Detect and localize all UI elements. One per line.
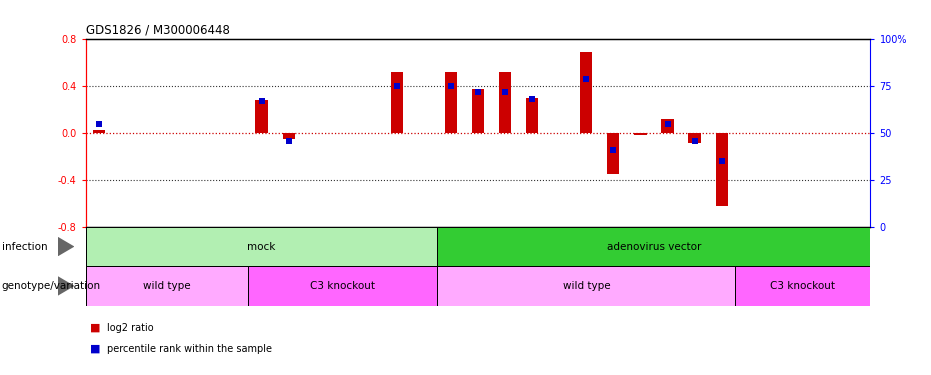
Text: wild type: wild type [143,281,191,291]
Bar [445,72,457,133]
Bar [689,133,701,142]
Text: GDS1826 / M300006448: GDS1826 / M300006448 [86,24,230,37]
Bar [93,130,105,133]
Bar [472,88,484,133]
Point [498,89,513,95]
Point [714,158,729,164]
Text: log2 ratio: log2 ratio [107,323,154,333]
Bar [661,119,674,133]
Text: ■: ■ [90,323,101,333]
Text: genotype/variation: genotype/variation [2,281,101,291]
Bar [634,133,646,135]
Point [687,138,702,144]
Text: percentile rank within the sample: percentile rank within the sample [107,344,272,354]
Polygon shape [58,276,74,296]
Bar [391,72,403,133]
Point [281,138,296,144]
Bar [526,98,538,133]
Point [254,98,269,104]
Bar [735,266,870,306]
Point [660,121,675,127]
Bar [438,266,735,306]
Bar [86,227,438,266]
Point [443,83,458,89]
Point [92,121,107,127]
Polygon shape [58,237,74,256]
Bar [580,52,592,133]
Point [389,83,404,89]
Point [606,147,621,153]
Text: adenovirus vector: adenovirus vector [607,242,701,252]
Bar [255,100,267,133]
Bar [499,72,511,133]
Bar [438,227,870,266]
Text: mock: mock [248,242,276,252]
Text: ■: ■ [90,344,101,354]
Point [470,89,485,95]
Bar [248,266,438,306]
Text: C3 knockout: C3 knockout [310,281,375,291]
Bar [607,133,619,174]
Bar [86,266,248,306]
Text: infection: infection [2,242,47,252]
Text: wild type: wild type [562,281,610,291]
Bar [716,133,728,206]
Point [525,96,540,102]
Bar [282,133,295,139]
Text: C3 knockout: C3 knockout [770,281,835,291]
Point [579,76,594,82]
